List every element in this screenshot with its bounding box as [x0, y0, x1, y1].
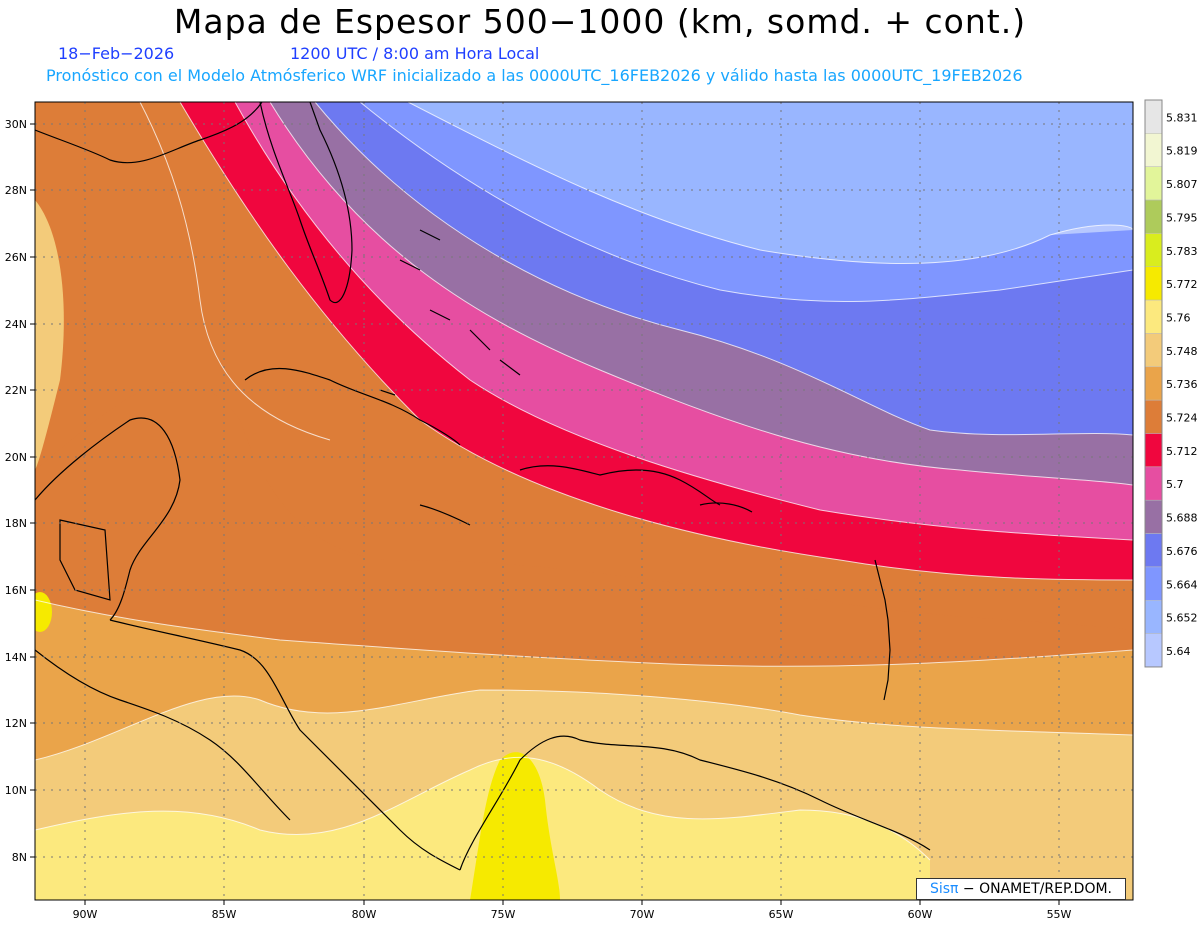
band-5748-west: [35, 200, 64, 470]
lon-label: 75W: [491, 908, 516, 921]
valid-date: 18−Feb−2026: [58, 44, 175, 63]
colorbar-label: 5.783: [1166, 245, 1198, 258]
colorbar-label: 5.819: [1166, 145, 1198, 158]
colorbar-label: 5.795: [1166, 211, 1198, 224]
band-5772: [470, 752, 560, 900]
map-frame: [34, 101, 1134, 901]
colorbar-label: 5.76: [1166, 311, 1191, 324]
lat-label: 16N: [5, 584, 27, 597]
colorbar-label: 5.64: [1166, 645, 1191, 658]
colorbar-label: 5.676: [1166, 545, 1198, 558]
lat-label: 28N: [5, 184, 27, 197]
forecast-info: Pronóstico con el Modelo Atmósferico WRF…: [46, 66, 1023, 85]
colorbar-label: 5.724: [1166, 412, 1198, 425]
colorbar-swatch: [1144, 433, 1163, 468]
colorbar-border: [1144, 99, 1163, 668]
sispi-logo-text: Sisπ: [929, 881, 959, 897]
colorbar-label: 5.748: [1166, 345, 1198, 358]
colorbar-swatch: [1144, 566, 1163, 601]
colorbar-label: 5.7: [1166, 478, 1184, 491]
lat-label: 8N: [12, 851, 27, 864]
colorbar-swatch: [1144, 466, 1163, 501]
axis-ticks: [30, 123, 1060, 905]
colorbar-label: 5.688: [1166, 512, 1198, 525]
colorbar-label: 5.652: [1166, 612, 1198, 625]
colorbar-swatch: [1144, 600, 1163, 634]
lon-label: 90W: [73, 908, 98, 921]
lat-label: 20N: [5, 451, 27, 464]
band-5652b: [408, 102, 1133, 300]
lat-labels: 30N 28N 26N 24N 22N 20N 18N 16N 14N 12N …: [5, 118, 27, 864]
colorbar-label: 5.807: [1166, 178, 1198, 191]
lat-label: 12N: [5, 717, 27, 730]
colorbar-swatch: [1144, 233, 1163, 267]
lon-label: 55W: [1047, 908, 1072, 921]
colorbar-swatch: [1144, 533, 1163, 568]
colorbar-label: 5.664: [1166, 578, 1198, 591]
colorbar-label: 5.712: [1166, 445, 1198, 458]
colorbar: 5.831 5.819 5.807 5.795 5.783 5.772 5.76 5.748 5…: [1144, 99, 1198, 668]
band-5760-patch: [35, 592, 52, 632]
colorbar-swatch: [1144, 133, 1163, 167]
lat-label: 18N: [5, 517, 27, 530]
lon-labels: 90W 85W 80W 75W 70W 65W 60W 55W: [73, 908, 1072, 921]
colorbar-swatch: [1144, 266, 1163, 301]
colorbar-swatch: [1144, 333, 1163, 368]
valid-time: 1200 UTC / 8:00 am Hora Local: [290, 44, 540, 63]
colorbar-swatch: [1144, 399, 1163, 434]
lat-label: 26N: [5, 251, 27, 264]
colorbar-swatch: [1144, 499, 1163, 534]
colorbar-label: 5.736: [1166, 378, 1198, 391]
thickness-fill-layer: [35, 102, 1133, 900]
colorbar-swatch: [1144, 199, 1163, 234]
lon-label: 80W: [352, 908, 377, 921]
colorbar-swatch: [1144, 366, 1163, 401]
coastlines: [35, 102, 931, 871]
colorbar-swatch: [1144, 166, 1163, 201]
lat-label: 30N: [5, 118, 27, 131]
contour-lines: [35, 102, 1133, 861]
lat-label: 14N: [5, 651, 27, 664]
lat-label: 24N: [5, 318, 27, 331]
credit-box: Sisπ − ONAMET/REP.DOM.: [916, 878, 1126, 900]
lon-label: 65W: [769, 908, 794, 921]
lon-label: 70W: [630, 908, 655, 921]
lat-label: 10N: [5, 784, 27, 797]
lon-label: 85W: [212, 908, 237, 921]
colorbar-swatch: [1144, 633, 1163, 668]
colorbar-swatch: [1144, 99, 1163, 134]
colorbar-label: 5.831: [1166, 111, 1198, 124]
colorbar-swatch: [1144, 299, 1163, 334]
lat-label: 22N: [5, 384, 27, 397]
map-title: Mapa de Espesor 500−1000 (km, somd. + co…: [173, 2, 1027, 41]
colorbar-label: 5.772: [1166, 278, 1198, 291]
credit-text: − ONAMET/REP.DOM.: [958, 881, 1112, 897]
lon-label: 60W: [908, 908, 933, 921]
graticule: [35, 102, 1133, 900]
